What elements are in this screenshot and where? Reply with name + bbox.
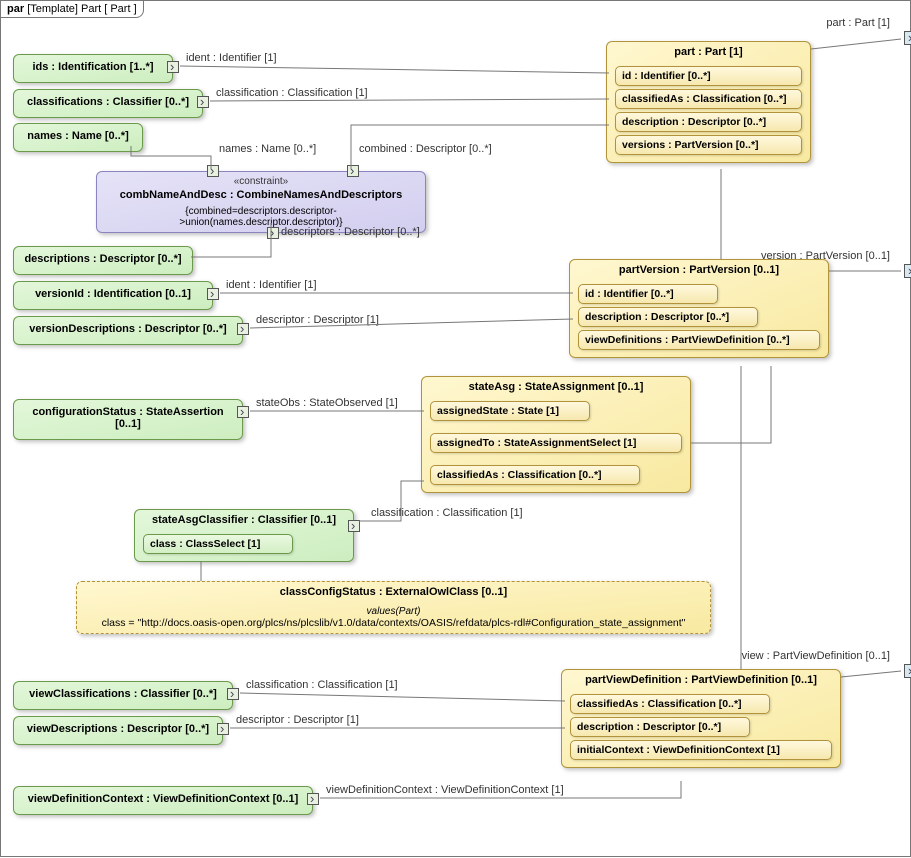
block-classConfigStatus: classConfigStatus : ExternalOwlClass [0.… [76,581,711,634]
block-classifications: classifications : Classifier [0..*] [13,89,203,118]
block-versionId: versionId : Identification [0..1] [13,281,213,310]
edge-port-view [904,664,911,678]
block-stateAsgClassifier: stateAsgClassifier : Classifier [0..1] c… [134,509,354,562]
slot-sa-assignedTo: assignedTo : StateAssignmentSelect [1] [430,433,682,453]
block-descriptions: descriptions : Descriptor [0..*] [13,246,193,275]
port-ids [167,61,179,73]
constraint-name: combNameAndDesc : CombineNamesAndDescrip… [105,187,417,206]
lbl-port-descriptors: descriptors : Descriptor [0..*] [281,226,420,238]
lbl-descriptions: descriptions : Descriptor [0..*] [22,251,184,270]
edge-port-version [904,264,911,278]
lbl-names: names : Name [0..*] [22,128,134,147]
cl-desc2: descriptor : Descriptor [1] [236,714,359,726]
slot-pv-viewDefs: viewDefinitions : PartViewDefinition [0.… [578,330,820,350]
ccs-title: classConfigStatus : ExternalOwlClass [0.… [85,586,702,602]
block-configStatus: configurationStatus : StateAssertion [0.… [13,399,243,440]
constraint-stereotype: «constraint» [105,176,417,187]
block-viewDefCtx: viewDefinitionContext : ViewDefinitionCo… [13,786,313,815]
port-viewDesc [217,723,229,735]
port-label-part: part : Part [1] [826,17,890,29]
block-stateAsg: stateAsg : StateAssignment [0..1] assign… [421,376,691,493]
constraint-expr: {combined=descriptors.descriptor->union(… [105,206,417,228]
block-constraint: «constraint» combNameAndDesc : CombineNa… [96,171,426,233]
cl-class1: classification : Classification [1] [216,87,368,99]
port-sac [348,520,360,532]
slot-pvd-initialContext: initialContext : ViewDefinitionContext [… [570,740,832,760]
lbl-viewDesc: viewDescriptions : Descriptor [0..*] [22,721,214,740]
lbl-port-names: names : Name [0..*] [219,143,316,155]
block-ids: ids : Identification [1..*] [13,54,173,83]
frame-pkg: [Template] Part [27,3,101,15]
edge-port-part [904,31,911,45]
slot-sac-class: class : ClassSelect [1] [143,534,293,554]
slot-pv-id: id : Identifier [0..*] [578,284,718,304]
lbl-viewDefCtx: viewDefinitionContext : ViewDefinitionCo… [22,791,304,810]
port-versionId [207,288,219,300]
lbl-versionId: versionId : Identification [0..1] [22,286,204,305]
partVersion-title: partVersion : PartVersion [0..1] [578,264,820,280]
port-viewClass [227,688,239,700]
frame-name: [ Part ] [104,3,136,15]
block-names: names : Name [0..*] [13,123,143,152]
slot-pvd-classifiedAs: classifiedAs : Classification [0..*] [570,694,770,714]
cl-class3: classification : Classification [1] [246,679,398,691]
cl-ident1: ident : Identifier [1] [186,52,277,64]
lbl-configStatus: configurationStatus : StateAssertion [0.… [22,404,234,435]
port-versionDesc [237,323,249,335]
lbl-viewClass: viewClassifications : Classifier [0..*] [22,686,224,705]
port-configStatus [237,406,249,418]
lbl-versionDesc: versionDescriptions : Descriptor [0..*] [22,321,234,340]
part-title: part : Part [1] [615,46,802,62]
slot-pv-description: description : Descriptor [0..*] [578,307,758,327]
slot-sa-classifiedAs: classifiedAs : Classification [0..*] [430,465,640,485]
frame-kw: par [7,3,24,15]
port-constraint-descriptors [267,227,279,239]
stateAsg-title: stateAsg : StateAssignment [0..1] [430,381,682,397]
parametric-frame: par [Template] Part [ Part ] part : Part… [0,0,911,857]
sac-title: stateAsgClassifier : Classifier [0..1] [143,514,345,530]
block-viewDesc: viewDescriptions : Descriptor [0..*] [13,716,223,745]
slot-part-id: id : Identifier [0..*] [615,66,802,86]
slot-part-versions: versions : PartVersion [0..*] [615,135,802,155]
port-label-view: view : PartViewDefinition [0..1] [742,650,890,662]
pvd-title: partViewDefinition : PartViewDefinition … [570,674,832,690]
ccs-value: class = "http://docs.oasis-open.org/plcs… [85,617,702,629]
block-viewClass: viewClassifications : Classifier [0..*] [13,681,233,710]
ccs-tag: values(Part) [85,606,702,617]
cl-desc1: descriptor : Descriptor [1] [256,314,379,326]
cl-stateObs: stateObs : StateObserved [1] [256,397,398,409]
frame-header: par [Template] Part [ Part ] [1,1,144,18]
slot-part-description: description : Descriptor [0..*] [615,112,802,132]
slot-pvd-description: description : Descriptor [0..*] [570,717,750,737]
lbl-port-combined: combined : Descriptor [0..*] [359,143,492,155]
lbl-classifications: classifications : Classifier [0..*] [22,94,194,113]
block-part: part : Part [1] id : Identifier [0..*] c… [606,41,811,163]
cl-ident2: ident : Identifier [1] [226,279,317,291]
port-viewDefCtx [307,793,319,805]
port-constraint-combined [347,165,359,177]
block-partViewDef: partViewDefinition : PartViewDefinition … [561,669,841,768]
port-classifications [197,96,209,108]
port-constraint-names [207,165,219,177]
cl-class2: classification : Classification [1] [371,507,523,519]
block-partVersion: partVersion : PartVersion [0..1] id : Id… [569,259,829,358]
block-versionDesc: versionDescriptions : Descriptor [0..*] [13,316,243,345]
cl-vdc: viewDefinitionContext : ViewDefinitionCo… [326,784,564,796]
slot-part-classifiedAs: classifiedAs : Classification [0..*] [615,89,802,109]
lbl-ids: ids : Identification [1..*] [22,59,164,78]
slot-sa-assignedState: assignedState : State [1] [430,401,590,421]
